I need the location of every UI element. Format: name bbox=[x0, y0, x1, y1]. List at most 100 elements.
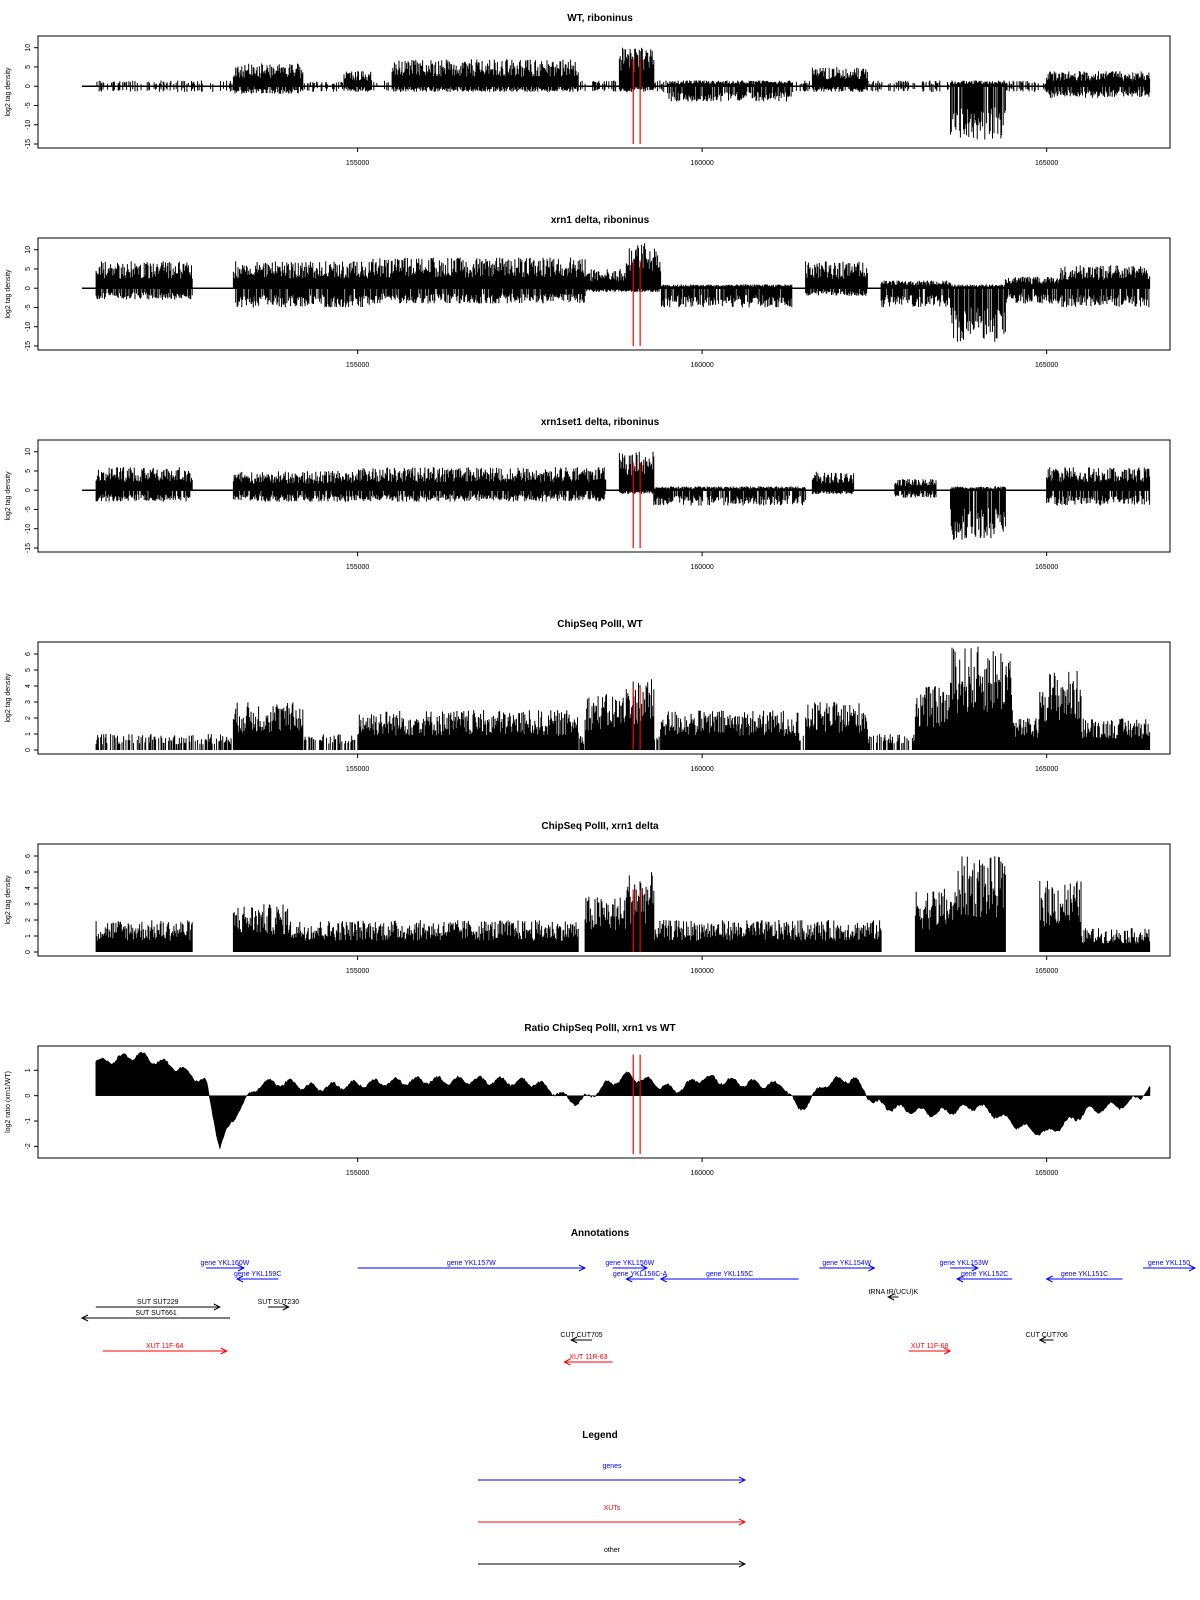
y-tick-label: 4 bbox=[25, 684, 32, 688]
x-tick-label: 155000 bbox=[346, 766, 369, 773]
annotation-label: SUT SUT661 bbox=[135, 1310, 177, 1317]
y-tick-label: -15 bbox=[25, 543, 32, 553]
y-tick-label: 6 bbox=[25, 652, 32, 656]
annotations-title: Annotations bbox=[571, 1228, 630, 1239]
y-tick-label: -5 bbox=[25, 304, 32, 310]
annotation-label: gene YKL153W bbox=[940, 1260, 989, 1267]
x-tick-label: 165000 bbox=[1035, 362, 1058, 369]
annotation-label: gene YKL151C bbox=[1061, 1271, 1108, 1278]
annotation-label: gene YKL160W bbox=[201, 1260, 250, 1267]
x-tick-label: 165000 bbox=[1035, 968, 1058, 975]
track-panel-2: xrn1 delta, riboninus log2 tag density -15… bbox=[5, 215, 1171, 369]
annotation-gene-ykl160w: gene YKL160W bbox=[201, 1260, 250, 1272]
y-tick-label: 5 bbox=[25, 65, 32, 69]
panel-title: ChipSeq PolII, WT bbox=[557, 619, 643, 630]
annotation-gene-ykl155c: gene YKL155C bbox=[659, 1271, 799, 1283]
annotation-label: SUT SUT229 bbox=[137, 1299, 179, 1306]
annotation-arrowhead bbox=[578, 1264, 587, 1272]
ratio-area bbox=[95, 1051, 1151, 1150]
series-positive-bars bbox=[95, 243, 1151, 289]
annotation-gene-ykl159c: gene YKL159C bbox=[234, 1271, 281, 1283]
legend-arrowhead bbox=[738, 1518, 747, 1526]
y-tick-label: 5 bbox=[25, 870, 32, 874]
legend-entry-xuts: XUTs bbox=[478, 1505, 747, 1526]
y-tick-label: -10 bbox=[25, 322, 32, 332]
y-tick-label: 5 bbox=[25, 267, 32, 271]
annotation-arrowhead bbox=[1045, 1275, 1053, 1283]
legend-title: Legend bbox=[582, 1430, 618, 1441]
annotation-arrowhead bbox=[955, 1275, 964, 1283]
annotation-label: XUT 11R-63 bbox=[569, 1354, 607, 1361]
annotation-xut-11f-68: XUT 11F-68 bbox=[908, 1343, 952, 1355]
annotation-xut-11r-63: XUT 11R-63 bbox=[563, 1354, 613, 1366]
y-tick-label: 3 bbox=[25, 700, 32, 704]
y-tick-label: -1 bbox=[25, 1118, 32, 1124]
annotation-gene-ykl151c: gene YKL151C bbox=[1045, 1271, 1123, 1283]
annotation-sut-sut230: SUT SUT230 bbox=[258, 1299, 300, 1311]
x-tick-label: 165000 bbox=[1035, 160, 1058, 167]
legend-entries: genes XUTs other bbox=[478, 1463, 747, 1568]
annotation-arrowhead bbox=[640, 1264, 649, 1272]
y-tick-label: -5 bbox=[25, 506, 32, 512]
annotation-arrowhead bbox=[237, 1264, 246, 1272]
annotation-xut-11f-64: XUT 11F-64 bbox=[102, 1343, 228, 1355]
annotation-arrowhead bbox=[235, 1275, 244, 1283]
x-tick-label: 155000 bbox=[346, 968, 369, 975]
annotation-label: gene YKL159C bbox=[234, 1271, 281, 1278]
annotation-sut-sut661: SUT SUT661 bbox=[80, 1310, 231, 1322]
series-negative-bars bbox=[95, 490, 1151, 540]
annotation-arrowhead bbox=[868, 1264, 876, 1272]
plot-frame bbox=[37, 35, 1171, 149]
x-tick-label: 155000 bbox=[346, 362, 369, 369]
y-tick-label: 5 bbox=[25, 469, 32, 473]
x-tick-label: 160000 bbox=[690, 968, 713, 975]
annotation-label: gene YKL157W bbox=[447, 1260, 496, 1267]
annotation-label: CUT CUT706 bbox=[1026, 1332, 1068, 1339]
series-positive-bars bbox=[95, 646, 1151, 750]
panel-title: xrn1set1 delta, riboninus bbox=[541, 417, 660, 428]
x-tick-label: 160000 bbox=[690, 766, 713, 773]
annotation-label: gene YKL154W bbox=[822, 1260, 871, 1267]
plot-frame bbox=[37, 843, 1171, 957]
annotation-arrowhead bbox=[563, 1358, 571, 1366]
y-tick-label: 2 bbox=[25, 716, 32, 720]
y-tick-label: 10 bbox=[25, 246, 32, 254]
x-tick-label: 165000 bbox=[1035, 766, 1058, 773]
x-tick-label: 165000 bbox=[1035, 564, 1058, 571]
x-tick-label: 160000 bbox=[690, 362, 713, 369]
x-tick-label: 165000 bbox=[1035, 1170, 1058, 1177]
annotation-label: gene YKL156C-A bbox=[613, 1271, 668, 1278]
track-panel-1: WT, riboninus log2 tag density -15 -10 -5 0 5 1… bbox=[5, 13, 1171, 167]
annotation-arrowhead bbox=[625, 1275, 633, 1283]
y-tick-label: 2 bbox=[25, 918, 32, 922]
y-tick-label: 10 bbox=[25, 44, 32, 52]
annotation-arrowhead bbox=[213, 1303, 221, 1311]
y-tick-label: -10 bbox=[25, 120, 32, 130]
series-positive-bars bbox=[95, 451, 1151, 491]
annotation-arrowhead bbox=[220, 1347, 228, 1355]
x-tick-label: 160000 bbox=[690, 160, 713, 167]
legend-panel: Legend genes XUTs other bbox=[478, 1430, 747, 1568]
annotation-arrowhead bbox=[943, 1347, 952, 1355]
y-axis-label: log2 ratio (xrn1/WT) bbox=[5, 1071, 12, 1133]
legend-label: other bbox=[604, 1547, 621, 1554]
legend-arrowhead bbox=[738, 1476, 747, 1484]
x-tick-label: 155000 bbox=[346, 564, 369, 571]
annotation-arrowhead bbox=[282, 1303, 290, 1311]
y-tick-label: 0 bbox=[25, 286, 32, 290]
annotation-label: gene YKL152C bbox=[961, 1271, 1008, 1278]
y-tick-label: 0 bbox=[25, 1094, 32, 1098]
annotation-label: SUT SUT230 bbox=[258, 1299, 300, 1306]
plot-frame bbox=[37, 1045, 1171, 1159]
plot-frame bbox=[37, 439, 1171, 553]
y-axis-label: log2 tag density bbox=[5, 471, 12, 521]
legend-label: genes bbox=[602, 1463, 622, 1470]
annotation-gene-ykl153w: gene YKL153W bbox=[940, 1260, 989, 1272]
annotation-items: gene YKL160W gene YKL159C gene YKL157W gene… bbox=[80, 1260, 1197, 1366]
y-tick-label: -5 bbox=[25, 102, 32, 108]
y-tick-label: 10 bbox=[25, 448, 32, 456]
y-tick-label: -15 bbox=[25, 341, 32, 351]
